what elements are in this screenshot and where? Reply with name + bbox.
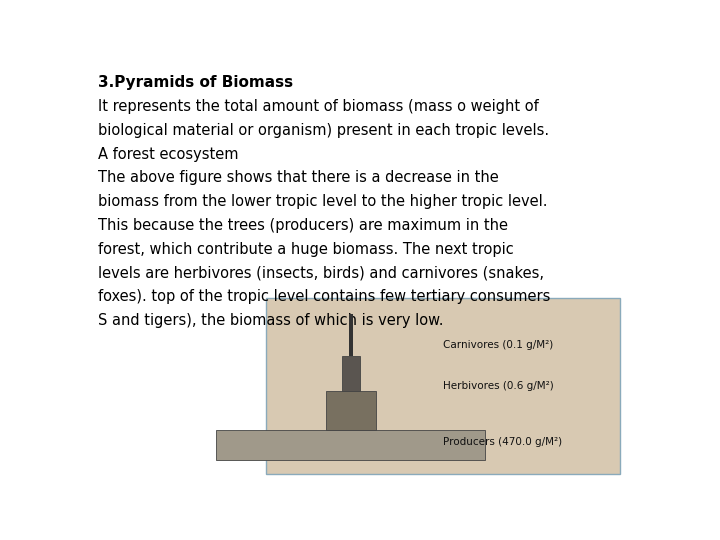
FancyBboxPatch shape — [266, 298, 620, 474]
FancyBboxPatch shape — [216, 430, 485, 460]
Text: biomass from the lower tropic level to the higher tropic level.: biomass from the lower tropic level to t… — [98, 194, 547, 209]
Text: 3.Pyramids of Biomass: 3.Pyramids of Biomass — [98, 75, 293, 90]
Text: Producers (470.0 g/M²): Producers (470.0 g/M²) — [443, 437, 562, 447]
Text: Carnivores (0.1 g/M²): Carnivores (0.1 g/M²) — [443, 340, 553, 350]
Text: levels are herbivores (insects, birds) and carnivores (snakes,: levels are herbivores (insects, birds) a… — [98, 265, 544, 280]
Text: foxes). top of the tropic level contains few tertiary consumers: foxes). top of the tropic level contains… — [98, 289, 550, 304]
Text: It represents the total amount of biomass (mass o weight of: It represents the total amount of biomas… — [98, 99, 539, 114]
Text: forest, which contribute a huge biomass. The next tropic: forest, which contribute a huge biomass.… — [98, 241, 513, 256]
FancyBboxPatch shape — [326, 392, 376, 430]
Text: This because the trees (producers) are maximum in the: This because the trees (producers) are m… — [98, 218, 508, 233]
Text: Herbivores (0.6 g/M²): Herbivores (0.6 g/M²) — [443, 381, 554, 391]
FancyBboxPatch shape — [342, 356, 360, 392]
Text: S and tigers), the biomass of which is very low.: S and tigers), the biomass of which is v… — [98, 313, 444, 328]
Text: The above figure shows that there is a decrease in the: The above figure shows that there is a d… — [98, 171, 498, 185]
Text: biological material or organism) present in each tropic levels.: biological material or organism) present… — [98, 123, 549, 138]
FancyBboxPatch shape — [349, 314, 353, 356]
Text: A forest ecosystem: A forest ecosystem — [98, 147, 238, 161]
